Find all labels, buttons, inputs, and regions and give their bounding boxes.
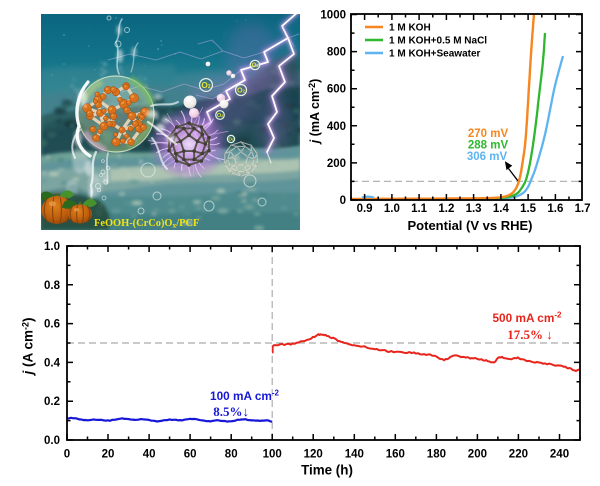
svg-text:1 M KOH+Seawater: 1 M KOH+Seawater — [389, 49, 481, 60]
svg-text:0.0: 0.0 — [44, 435, 60, 447]
svg-text:500 mA cm-2: 500 mA cm-2 — [493, 311, 563, 326]
svg-text:O2: O2 — [217, 113, 223, 119]
svg-text:220: 220 — [509, 449, 528, 461]
svg-text:180: 180 — [427, 449, 446, 461]
svg-text:200: 200 — [468, 449, 487, 461]
svg-text:0: 0 — [64, 449, 70, 461]
svg-text:O2: O2 — [201, 80, 210, 90]
svg-text:240: 240 — [550, 449, 569, 461]
svg-text:j (A cm-2): j (A cm-2) — [21, 317, 36, 376]
svg-text:1.0: 1.0 — [44, 241, 60, 253]
svg-text:8.5%↓: 8.5%↓ — [213, 404, 249, 419]
svg-text:0.4: 0.4 — [44, 357, 61, 369]
svg-text:40: 40 — [143, 449, 156, 461]
svg-text:160: 160 — [386, 449, 405, 461]
svg-text:100: 100 — [263, 449, 282, 461]
svg-text:0.2: 0.2 — [44, 396, 60, 408]
svg-text:1.7: 1.7 — [575, 203, 591, 215]
svg-text:1.3: 1.3 — [466, 203, 482, 215]
svg-text:120: 120 — [304, 449, 323, 461]
svg-text:288 mV: 288 mV — [468, 140, 509, 152]
svg-text:j (mA cm-2): j (mA cm-2) — [307, 79, 322, 146]
svg-text:0: 0 — [340, 195, 346, 207]
svg-text:1.2: 1.2 — [438, 203, 454, 215]
svg-text:Potential (V vs RHE): Potential (V vs RHE) — [408, 218, 533, 233]
svg-text:100 mA cm-2: 100 mA cm-2 — [210, 389, 280, 404]
svg-text:1.1: 1.1 — [411, 203, 428, 215]
svg-text:17.5% ↓: 17.5% ↓ — [507, 327, 553, 342]
svg-text:60: 60 — [184, 449, 197, 461]
svg-text:80: 80 — [225, 449, 238, 461]
svg-text:800: 800 — [327, 47, 346, 59]
svg-text:306 mV: 306 mV — [467, 151, 508, 163]
svg-text:0.6: 0.6 — [44, 319, 60, 331]
svg-text:20: 20 — [102, 449, 115, 461]
svg-text:1.0: 1.0 — [384, 203, 400, 215]
svg-text:O2: O2 — [237, 86, 246, 95]
svg-text:O2: O2 — [228, 137, 234, 142]
svg-text:600: 600 — [327, 84, 346, 96]
svg-text:0.9: 0.9 — [357, 203, 373, 215]
svg-text:1 M KOH: 1 M KOH — [389, 23, 431, 34]
svg-text:140: 140 — [345, 449, 364, 461]
svg-text:270 mV: 270 mV — [468, 128, 509, 140]
svg-text:1.5: 1.5 — [520, 203, 537, 215]
svg-text:1000: 1000 — [320, 10, 346, 22]
svg-text:FeOOH-(CrCo)Ox/PCF: FeOOH-(CrCo)Ox/PCF — [94, 218, 199, 230]
svg-text:O2: O2 — [252, 62, 259, 69]
svg-text:400: 400 — [327, 121, 346, 133]
svg-text:200: 200 — [327, 158, 346, 170]
svg-text:1 M KOH+0.5 M NaCl: 1 M KOH+0.5 M NaCl — [389, 36, 487, 47]
svg-text:1.6: 1.6 — [547, 203, 563, 215]
svg-text:1.4: 1.4 — [493, 203, 510, 215]
svg-text:Time (h): Time (h) — [301, 463, 353, 478]
svg-text:0.8: 0.8 — [44, 280, 61, 292]
